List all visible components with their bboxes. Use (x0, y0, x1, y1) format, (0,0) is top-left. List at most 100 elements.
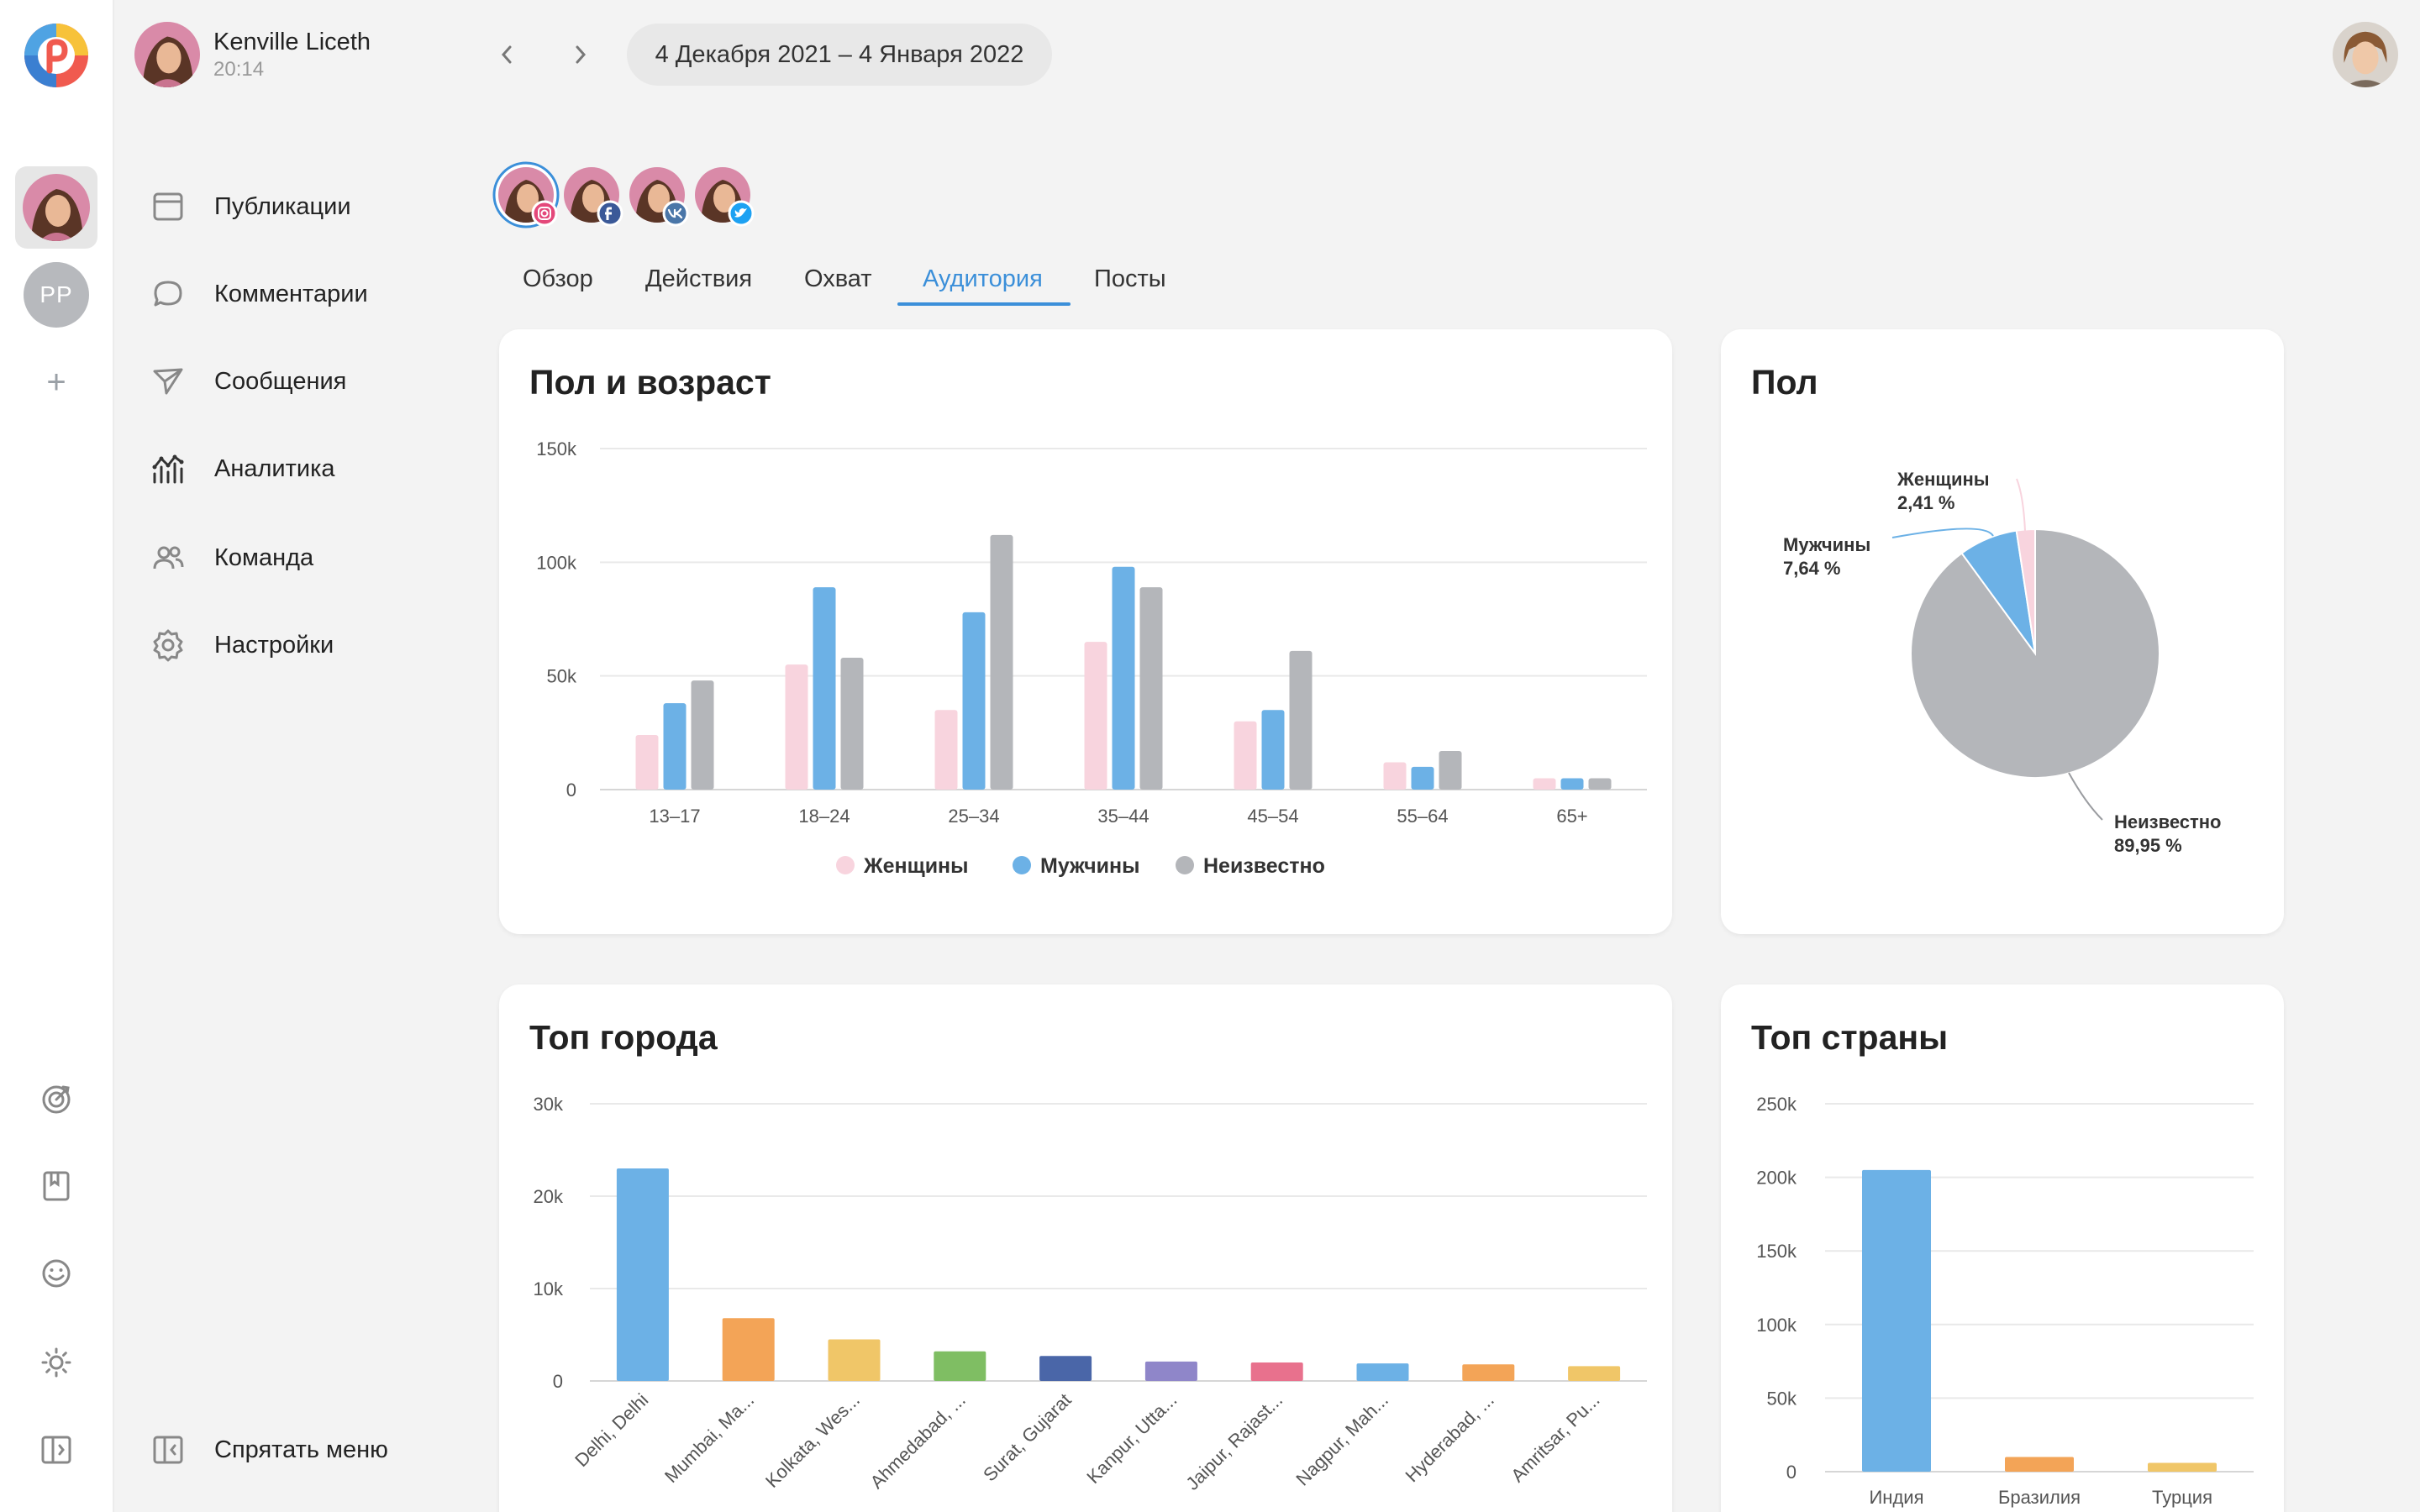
bar[interactable] (828, 1339, 881, 1382)
bar[interactable] (1560, 778, 1584, 790)
menu-analytics[interactable]: Аналитика (150, 442, 335, 496)
bar[interactable] (1112, 566, 1135, 790)
menu-settings[interactable]: Настройки (150, 618, 334, 672)
menu-label: Публикации (214, 192, 351, 220)
account-pp[interactable]: PP (24, 262, 89, 328)
bar[interactable] (990, 534, 1013, 790)
bar[interactable] (1084, 642, 1107, 790)
legend-label[interactable]: Женщины (863, 854, 969, 878)
bar[interactable] (785, 664, 808, 790)
bar[interactable] (1411, 766, 1434, 790)
paper-plane-icon (150, 363, 187, 400)
tab-audience[interactable]: Аудитория (923, 265, 1043, 292)
bar[interactable] (1234, 721, 1257, 790)
menu-comments[interactable]: Комментарии (150, 267, 368, 321)
bar[interactable] (1588, 778, 1612, 790)
bar[interactable] (934, 710, 958, 790)
x-tick-label: Amritsar, Pu... (1507, 1389, 1603, 1486)
bar[interactable] (1289, 650, 1313, 790)
target-icon (42, 1085, 71, 1114)
bar[interactable] (663, 703, 687, 790)
profile-avatar-icon (2333, 22, 2398, 87)
x-tick-label: 45–54 (1247, 806, 1298, 827)
smile-button[interactable] (0, 1248, 113, 1299)
bar[interactable] (722, 1318, 775, 1381)
channel-twitter[interactable] (689, 161, 756, 228)
y-tick-label: 100k (536, 552, 577, 573)
card-title: Топ города (529, 1018, 718, 1057)
bar[interactable] (1383, 762, 1407, 790)
x-tick-label: Турция (2152, 1487, 2212, 1508)
card-top-countries: Топ страны 0 50k 100k 150k 200k 250k Индия Браз… (1721, 984, 2284, 1512)
date-range-picker[interactable]: 4 Декабря 2021 – 4 Января 2022 (627, 24, 1052, 86)
app-logo[interactable] (0, 20, 113, 91)
bar[interactable] (1250, 1362, 1303, 1381)
legend-swatch (836, 856, 855, 874)
bar[interactable] (1144, 1361, 1197, 1381)
pie-label-value: 89,95 % (2114, 835, 2182, 856)
card-top-cities: Топ города 0 10k 20k 30k Delhi, Delhi Mumbai,… (499, 984, 1672, 1512)
bar[interactable] (1261, 710, 1285, 790)
bar[interactable] (2005, 1457, 2074, 1472)
bar[interactable] (616, 1168, 669, 1381)
theme-button[interactable] (0, 1337, 113, 1388)
x-tick-label: 25–34 (948, 806, 999, 827)
legend-label[interactable]: Неизвестно (1203, 854, 1325, 878)
next-period-button[interactable] (560, 34, 602, 76)
sidebar-toggle-button[interactable] (0, 1425, 113, 1475)
top-cities-chart: 0 10k 20k 30k Delhi, Delhi Mumbai, Ma... Kolka… (534, 1094, 1647, 1494)
bar[interactable] (1439, 750, 1462, 790)
tab-posts[interactable]: Посты (1094, 265, 1166, 292)
menu-publications[interactable]: Публикации (150, 180, 351, 234)
channel-instagram[interactable] (492, 161, 560, 228)
profile-menu[interactable] (2333, 22, 2398, 92)
pie-label-name: Мужчины (1783, 534, 1870, 555)
tab-actions[interactable]: Действия (645, 265, 753, 292)
add-account-button[interactable]: + (46, 363, 66, 401)
bar[interactable] (1533, 778, 1556, 790)
legend-label[interactable]: Мужчины (1040, 854, 1139, 878)
menu-team[interactable]: Команда (150, 531, 313, 585)
y-tick-label: 0 (553, 1371, 563, 1392)
hide-menu-button[interactable]: Спрятать меню (150, 1423, 388, 1477)
tab-overview[interactable]: Обзор (523, 265, 593, 292)
bar[interactable] (1568, 1366, 1621, 1381)
x-tick-label: Hyderabad, ... (1401, 1389, 1497, 1486)
user-avatar (134, 22, 200, 87)
bar[interactable] (1039, 1356, 1092, 1381)
menu-label: Команда (214, 543, 314, 571)
bar[interactable] (840, 658, 864, 790)
bar[interactable] (1462, 1364, 1515, 1381)
analytics-icon (150, 450, 187, 487)
bar[interactable] (962, 612, 986, 790)
card-gender: Пол Женщины 2,41 % Мужчины 7,64 % Неизвестно… (1721, 329, 2284, 934)
y-tick-label: 150k (536, 438, 577, 459)
y-tick-label: 100k (1756, 1315, 1797, 1336)
account-kenville[interactable] (15, 166, 97, 249)
bar[interactable] (635, 735, 659, 790)
card-title: Пол и возраст (529, 363, 771, 402)
current-user[interactable]: Kenville Liceth 20:14 (134, 22, 371, 87)
logo-icon (24, 24, 88, 87)
card-title: Топ страны (1751, 1018, 1949, 1057)
menu-messages[interactable]: Сообщения (150, 354, 346, 408)
team-icon (150, 539, 187, 576)
channel-vk[interactable] (623, 161, 691, 228)
channel-facebook[interactable] (558, 161, 625, 228)
sidebar-toggle-icon (41, 1436, 71, 1464)
bar[interactable] (1356, 1363, 1409, 1381)
y-tick-label: 200k (1756, 1168, 1797, 1189)
target-button[interactable] (0, 1074, 113, 1124)
tab-reach[interactable]: Охват (804, 265, 872, 292)
bar[interactable] (934, 1351, 986, 1381)
notebook-button[interactable] (0, 1161, 113, 1211)
bar[interactable] (691, 680, 714, 790)
prev-period-button[interactable] (486, 34, 528, 76)
bar[interactable] (813, 587, 836, 790)
pie-leader-line (2016, 478, 2026, 532)
bar[interactable] (2148, 1462, 2217, 1472)
bar[interactable] (1862, 1169, 1931, 1472)
sun-icon (41, 1347, 71, 1378)
bar[interactable] (1139, 587, 1163, 790)
